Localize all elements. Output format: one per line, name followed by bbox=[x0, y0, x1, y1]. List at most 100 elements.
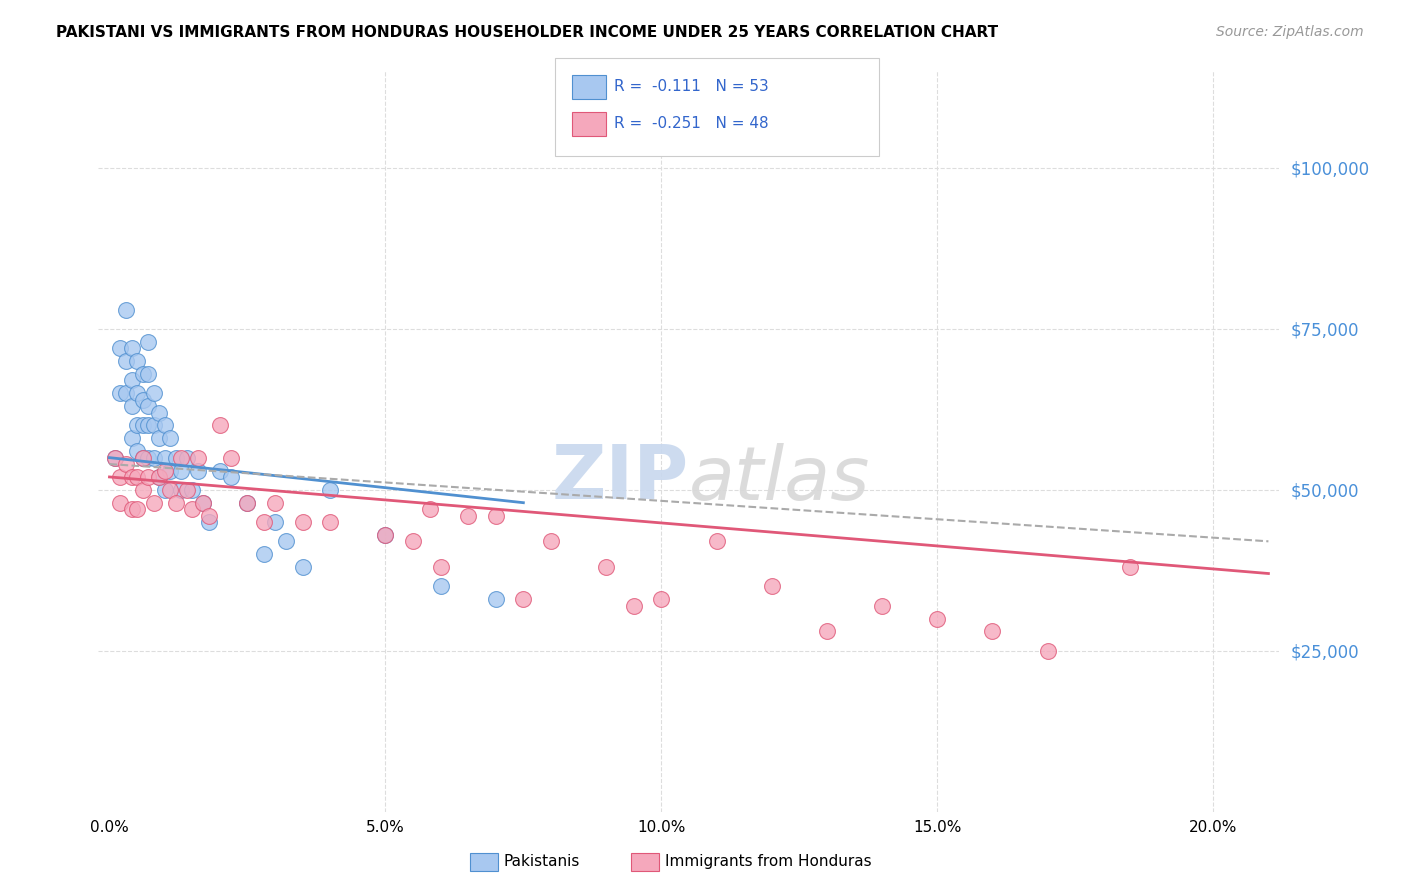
Point bbox=[136, 418, 159, 433]
Point bbox=[264, 496, 287, 510]
Point bbox=[153, 450, 176, 465]
Point bbox=[1036, 644, 1059, 658]
Point bbox=[181, 502, 204, 516]
Point bbox=[485, 592, 508, 607]
Point bbox=[429, 560, 451, 574]
Point bbox=[170, 463, 193, 477]
Point bbox=[159, 431, 181, 445]
Point bbox=[219, 450, 242, 465]
Point bbox=[121, 431, 143, 445]
Point bbox=[125, 354, 148, 368]
Point bbox=[153, 418, 176, 433]
Point bbox=[981, 624, 1004, 639]
Point bbox=[142, 450, 165, 465]
Point bbox=[402, 534, 425, 549]
Point bbox=[125, 444, 148, 458]
Point bbox=[148, 406, 170, 420]
Point bbox=[142, 496, 165, 510]
Point bbox=[176, 450, 198, 465]
Point bbox=[291, 560, 314, 574]
Point bbox=[125, 470, 148, 484]
Point bbox=[148, 470, 170, 484]
Point bbox=[319, 483, 342, 497]
Point bbox=[131, 418, 153, 433]
Point bbox=[374, 528, 396, 542]
Point bbox=[165, 496, 187, 510]
Point bbox=[815, 624, 838, 639]
Point bbox=[131, 392, 153, 407]
Point bbox=[187, 463, 209, 477]
Point bbox=[125, 386, 148, 401]
Point bbox=[623, 599, 645, 613]
Text: Immigrants from Honduras: Immigrants from Honduras bbox=[665, 855, 872, 869]
Point bbox=[148, 470, 170, 484]
Point bbox=[198, 508, 221, 523]
Point bbox=[208, 418, 231, 433]
Point bbox=[319, 515, 342, 529]
Point bbox=[208, 463, 231, 477]
Point bbox=[110, 470, 132, 484]
Point bbox=[374, 528, 396, 542]
Point bbox=[170, 483, 193, 497]
Text: ZIP: ZIP bbox=[551, 442, 689, 515]
Point bbox=[142, 386, 165, 401]
Point bbox=[927, 611, 949, 625]
Point bbox=[253, 547, 276, 561]
Point bbox=[512, 592, 534, 607]
Point bbox=[115, 386, 138, 401]
Point bbox=[142, 418, 165, 433]
Point bbox=[419, 502, 441, 516]
Point bbox=[187, 450, 209, 465]
Text: R =  -0.111   N = 53: R = -0.111 N = 53 bbox=[614, 79, 769, 94]
Point bbox=[131, 483, 153, 497]
Point bbox=[274, 534, 297, 549]
Point bbox=[761, 579, 783, 593]
Point bbox=[159, 463, 181, 477]
Point bbox=[115, 457, 138, 471]
Text: atlas: atlas bbox=[689, 442, 870, 515]
Point bbox=[170, 450, 193, 465]
Text: R =  -0.251   N = 48: R = -0.251 N = 48 bbox=[614, 117, 769, 131]
Point bbox=[706, 534, 728, 549]
Point bbox=[131, 367, 153, 381]
Text: Source: ZipAtlas.com: Source: ZipAtlas.com bbox=[1216, 25, 1364, 39]
Point bbox=[181, 483, 204, 497]
Point bbox=[121, 502, 143, 516]
Point bbox=[148, 431, 170, 445]
Point bbox=[193, 496, 215, 510]
Point bbox=[136, 470, 159, 484]
Text: PAKISTANI VS IMMIGRANTS FROM HONDURAS HOUSEHOLDER INCOME UNDER 25 YEARS CORRELAT: PAKISTANI VS IMMIGRANTS FROM HONDURAS HO… bbox=[56, 25, 998, 40]
Point bbox=[870, 599, 893, 613]
Point bbox=[650, 592, 672, 607]
Point bbox=[153, 463, 176, 477]
Point bbox=[136, 450, 159, 465]
Point bbox=[136, 399, 159, 413]
Point bbox=[457, 508, 479, 523]
Point bbox=[115, 302, 138, 317]
Point bbox=[153, 483, 176, 497]
Point bbox=[236, 496, 259, 510]
Point bbox=[540, 534, 562, 549]
Text: Pakistanis: Pakistanis bbox=[503, 855, 579, 869]
Point bbox=[121, 399, 143, 413]
Point bbox=[219, 470, 242, 484]
Point bbox=[159, 483, 181, 497]
Point bbox=[193, 496, 215, 510]
Point bbox=[110, 496, 132, 510]
Point bbox=[595, 560, 617, 574]
Point bbox=[125, 502, 148, 516]
Point bbox=[264, 515, 287, 529]
Point bbox=[236, 496, 259, 510]
Point bbox=[110, 341, 132, 355]
Point bbox=[176, 483, 198, 497]
Point bbox=[110, 386, 132, 401]
Point bbox=[121, 470, 143, 484]
Point bbox=[136, 334, 159, 349]
Point bbox=[121, 341, 143, 355]
Point bbox=[131, 450, 153, 465]
Point bbox=[104, 450, 127, 465]
Point bbox=[291, 515, 314, 529]
Point bbox=[104, 450, 127, 465]
Point bbox=[198, 515, 221, 529]
Point bbox=[131, 450, 153, 465]
